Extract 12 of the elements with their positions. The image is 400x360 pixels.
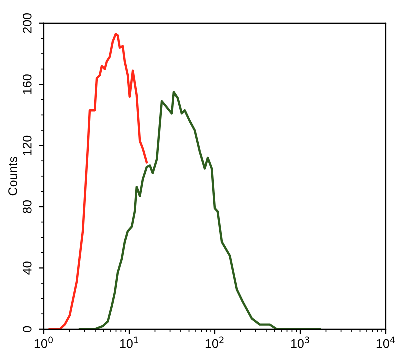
- x-tick-label: 10$^{1}$: [120, 336, 138, 348]
- y-tick-label: 80: [22, 200, 32, 214]
- y-tick-label: 120: [22, 136, 32, 156]
- x-tick-label: 10$^{0}$: [34, 336, 54, 348]
- x-tick-label: 10$^{3}$: [291, 336, 310, 348]
- x-tick-label: 10$^{2}$: [206, 336, 224, 348]
- y-tick-label: 200: [22, 13, 32, 34]
- y-tick-label: 160: [22, 74, 32, 94]
- y-tick-label: 0: [22, 326, 32, 332]
- y-tick-label: 40: [22, 262, 32, 275]
- x-tick-label: 10$^{4}$: [376, 336, 396, 348]
- y-axis-title: Counts: [8, 157, 18, 196]
